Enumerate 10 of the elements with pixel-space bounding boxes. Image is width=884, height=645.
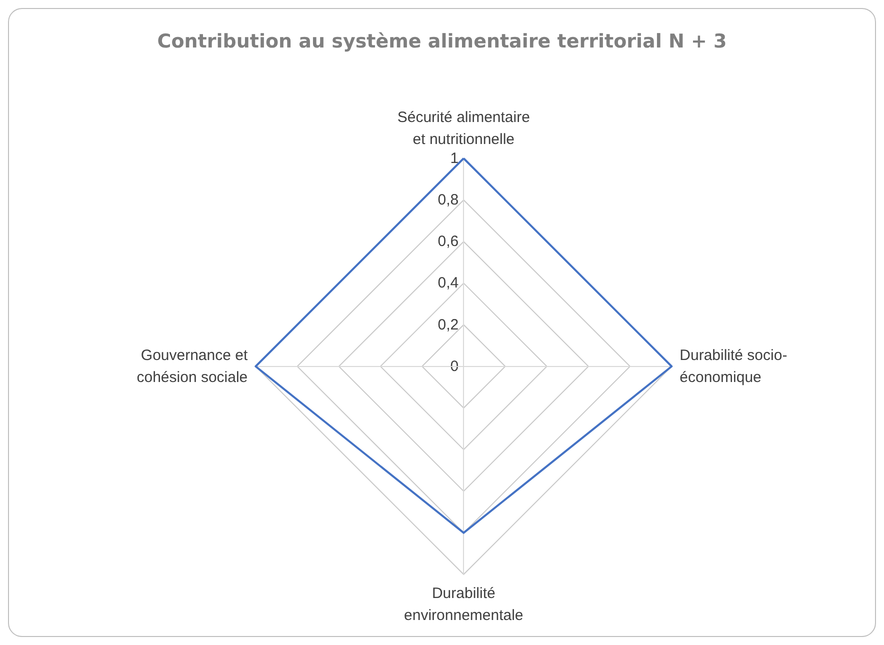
spoke-label: Gouvernance et cohésion sociale [136, 346, 248, 386]
y-tick-label: 1 [450, 150, 459, 167]
spoke-label: Sécurité alimentaire et nutritionnelle [397, 108, 530, 148]
spoke-label: Durabilité socio-économique [680, 346, 788, 386]
spoke-label: Durabilité environnementale [404, 584, 524, 624]
y-tick-label: 0,4 [438, 274, 459, 292]
y-tick-label: 0,8 [438, 191, 459, 208]
chart-title: Contribution au système alimentaire territorial N + 3 [157, 30, 727, 52]
y-tick-label: 0,2 [438, 316, 459, 334]
y-tick-label: 0,6 [438, 233, 459, 250]
